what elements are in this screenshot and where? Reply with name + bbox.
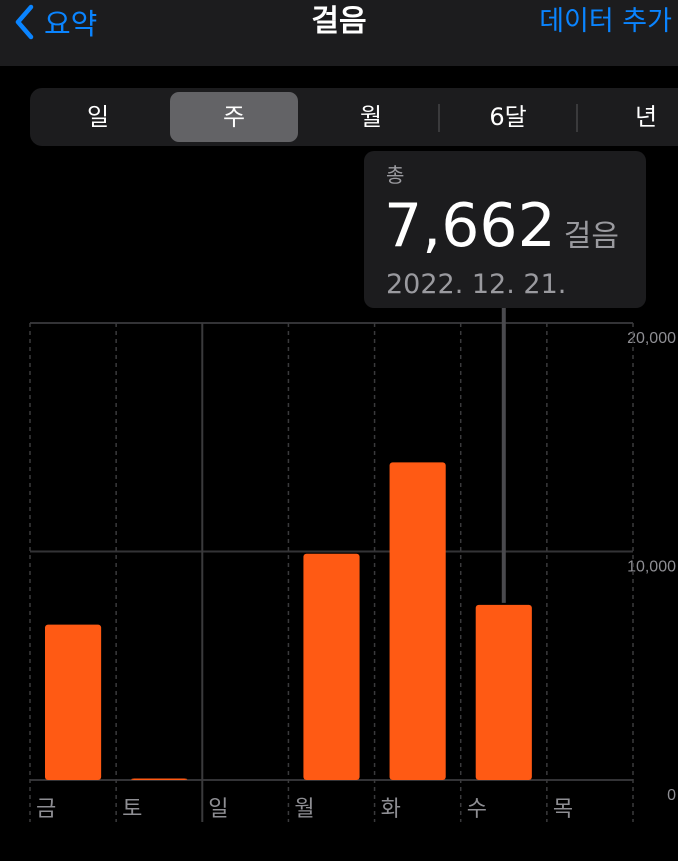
tooltip-date: 2022. 12. 21. <box>386 269 567 300</box>
y-tick-label: 0 <box>667 787 676 804</box>
segment-divider <box>438 104 440 132</box>
selection-tooltip: 총 7,662 걸음 2022. 12. 21. <box>364 151 646 308</box>
bar-1 <box>131 778 188 780</box>
bar-0 <box>45 624 102 780</box>
bar-4 <box>389 462 446 780</box>
segment-month[interactable]: 월 <box>359 103 383 131</box>
segment-week[interactable]: 주 <box>170 92 298 142</box>
bar-3 <box>303 553 360 780</box>
navigation-bar: 요약 걸음 데이터 추가 <box>0 0 678 66</box>
tooltip-value: 7,662 <box>384 191 556 261</box>
steps-bar-chart[interactable]: 20,000 10,000 0 금 토 일 월 화 수 목 <box>0 300 678 861</box>
x-tick-label: 화 <box>381 797 401 822</box>
back-button[interactable]: 요약 <box>14 2 97 42</box>
bar-5 <box>475 604 532 780</box>
y-tick-label: 10,000 <box>627 559 676 576</box>
x-tick-label: 금 <box>36 797 56 822</box>
tooltip-value-row: 7,662 걸음 <box>384 191 619 272</box>
tooltip-label: 총 <box>386 163 405 187</box>
y-tick-label: 20,000 <box>627 330 676 347</box>
segment-day[interactable]: 일 <box>86 103 110 131</box>
tooltip-unit: 걸음 <box>563 219 619 254</box>
x-tick-label: 수 <box>467 797 487 822</box>
segment-divider <box>576 104 578 132</box>
x-tick-label: 토 <box>122 797 142 822</box>
segment-6months[interactable]: 6달 <box>489 103 527 131</box>
page-title: 걸음 <box>311 4 367 39</box>
segment-year[interactable]: 년 <box>634 103 658 131</box>
back-label: 요약 <box>44 7 98 41</box>
x-tick-label: 월 <box>294 797 314 822</box>
x-tick-label: 목 <box>553 797 573 822</box>
add-data-button[interactable]: 데이터 추가 <box>539 6 672 37</box>
chevron-left-icon <box>15 4 34 40</box>
x-tick-label: 일 <box>208 797 228 822</box>
period-segmented-control: 일 주 월 6달 년 <box>30 88 678 146</box>
